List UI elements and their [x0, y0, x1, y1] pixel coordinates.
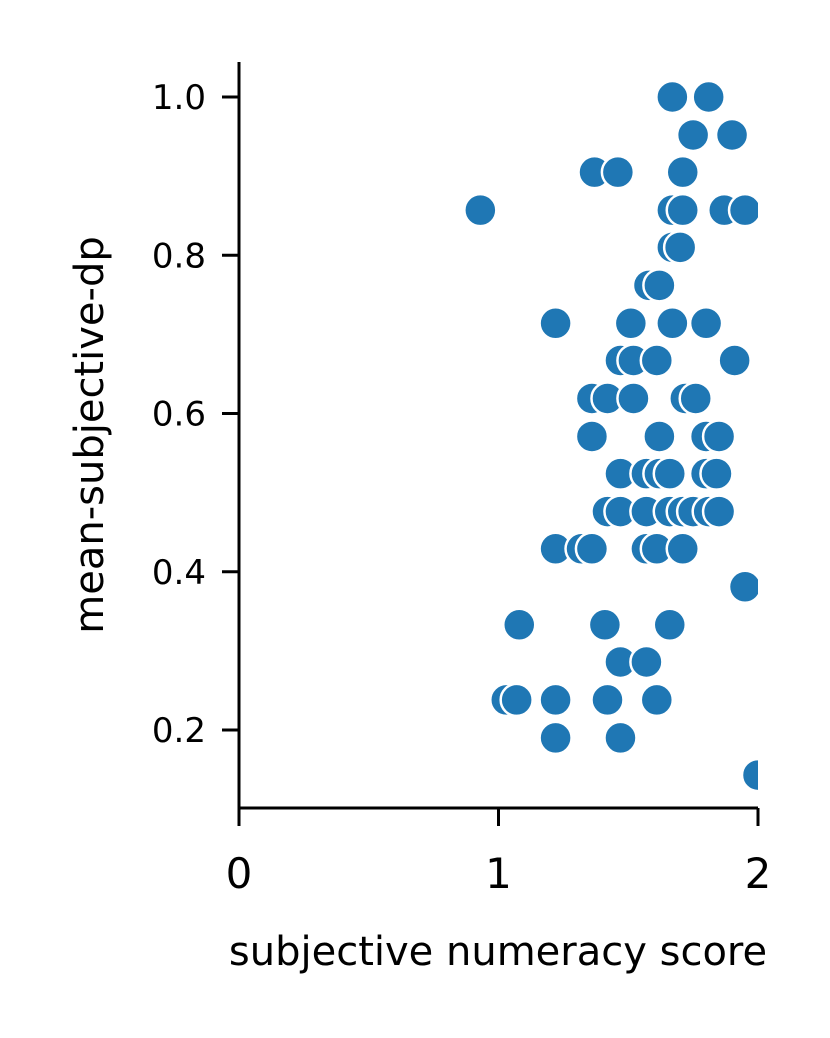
- data-point: [727, 192, 758, 228]
- data-point: [642, 419, 677, 454]
- data-point: [538, 682, 573, 718]
- points-layer: [463, 79, 758, 793]
- x-axis-ticks: 0 1 2: [226, 808, 772, 898]
- data-point: [701, 419, 737, 454]
- data-point: [574, 531, 610, 567]
- y-axis-ticks: 0.2 0.4 0.6 0.8 1.0: [152, 78, 239, 751]
- data-point: [652, 607, 688, 643]
- x-axis-title: subjective numeracy score: [229, 929, 767, 975]
- data-point: [655, 79, 690, 115]
- data-point: [642, 268, 677, 303]
- data-point: [590, 682, 625, 718]
- data-point: [538, 720, 573, 756]
- data-point: [538, 306, 573, 341]
- data-point: [600, 154, 636, 190]
- data-point: [574, 419, 610, 454]
- data-point: [639, 682, 675, 718]
- data-point: [717, 343, 752, 378]
- data-point: [714, 117, 750, 153]
- y-tick-label: 0.2: [152, 711, 206, 751]
- data-point: [499, 682, 534, 718]
- x-tick-label: 1: [485, 849, 512, 898]
- data-point: [691, 79, 726, 115]
- y-tick-label: 1.0: [152, 78, 206, 118]
- data-point: [699, 456, 734, 491]
- data-point: [616, 381, 651, 416]
- data-point: [629, 644, 664, 680]
- data-point: [639, 343, 675, 378]
- data-point: [652, 456, 688, 491]
- y-tick-label: 0.8: [152, 236, 206, 276]
- data-point: [655, 306, 690, 341]
- x-tick-label: 0: [226, 849, 253, 898]
- data-point: [502, 607, 537, 643]
- data-point: [603, 720, 638, 756]
- data-point: [662, 230, 698, 265]
- y-axis-title: mean-subjective-dp: [67, 236, 113, 633]
- data-point: [587, 607, 623, 643]
- data-point: [665, 531, 700, 567]
- data-point: [727, 569, 758, 605]
- x-tick-label: 2: [745, 849, 772, 898]
- data-point: [688, 306, 724, 341]
- data-point: [678, 381, 713, 416]
- data-point: [701, 494, 737, 529]
- y-tick-label: 0.4: [152, 553, 206, 593]
- data-point: [665, 154, 700, 190]
- data-point: [665, 192, 700, 228]
- data-point: [613, 306, 649, 341]
- y-tick-label: 0.6: [152, 395, 206, 435]
- data-point: [740, 757, 758, 793]
- data-point: [463, 192, 498, 228]
- data-point: [675, 117, 711, 153]
